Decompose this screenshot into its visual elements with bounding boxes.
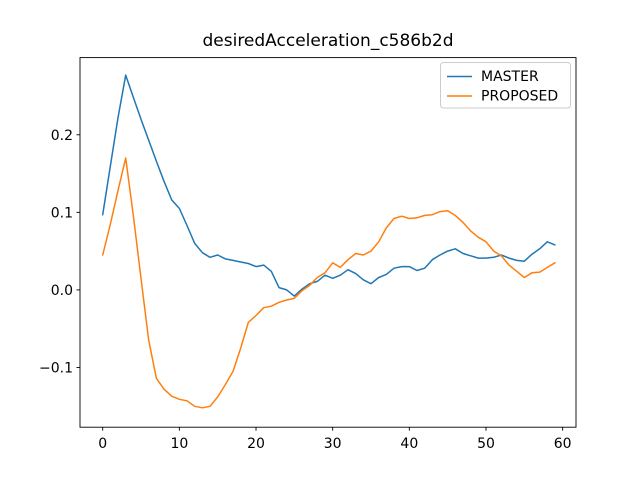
y-tick-label: −0.1	[39, 360, 73, 376]
x-tick-label: 50	[477, 436, 495, 452]
proposed-line	[101, 157, 556, 409]
x-tick-label: 60	[554, 436, 572, 452]
chart-title: desiredAcceleration_c586b2d	[202, 31, 454, 51]
x-tick-label: 20	[247, 436, 265, 452]
legend-box	[440, 62, 571, 109]
x-tick-label: 40	[400, 436, 418, 452]
x-tick-label: 10	[170, 436, 188, 452]
y-tick-label: 0.1	[51, 205, 73, 221]
legend: MASTER PROPOSED	[440, 62, 571, 109]
legend-label-master: MASTER	[481, 69, 539, 85]
legend-label-proposed: PROPOSED	[481, 89, 558, 105]
y-tick-label: 0.2	[51, 128, 73, 144]
y-tick-label: 0.0	[51, 283, 73, 299]
master-line	[101, 74, 556, 297]
x-tick-label: 0	[98, 436, 107, 452]
axes-spines	[79, 57, 577, 428]
x-tick-label: 30	[324, 436, 342, 452]
